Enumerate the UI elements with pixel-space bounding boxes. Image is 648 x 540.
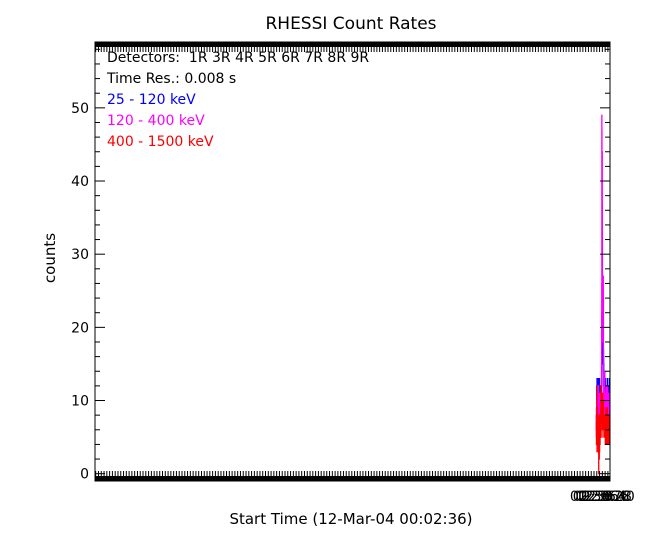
legend-entry-1: 120 - 400 keV bbox=[107, 113, 205, 129]
x-tick-label: 02:36.4 bbox=[573, 489, 627, 505]
y-tick-label: 10 bbox=[71, 394, 89, 410]
y-tick-label: 0 bbox=[80, 467, 89, 483]
x-tick-label: 02:36.8 bbox=[578, 489, 632, 505]
y-tick-label: 40 bbox=[71, 174, 89, 190]
time-res-annotation: Time Res.: 0.008 s bbox=[106, 71, 236, 87]
y-tick-label: 50 bbox=[71, 101, 89, 117]
y-tick-label: 30 bbox=[71, 247, 89, 263]
chart-title: RHESSI Count Rates bbox=[265, 14, 436, 34]
legend-entry-2: 400 - 1500 keV bbox=[107, 134, 214, 150]
x-tick-label: 02:36.6 bbox=[575, 489, 629, 505]
x-axis: 02:36.202:36.402:36.602:36.802:37.0 bbox=[94, 42, 635, 505]
series-layer bbox=[595, 114, 610, 475]
y-axis: 0 10 20 30 40 50 bbox=[71, 48, 610, 483]
y-axis-label: counts bbox=[41, 233, 59, 283]
legend: 25 - 120 keV 120 - 400 keV 400 - 1500 keV bbox=[107, 92, 214, 150]
y-tick-label: 20 bbox=[71, 320, 89, 336]
x-tick-label: 02:36.2 bbox=[570, 489, 624, 505]
detectors-annotation: Detectors: 1R 3R 4R 5R 6R 7R 8R 9R bbox=[107, 50, 369, 66]
x-axis-label: Start Time (12-Mar-04 00:02:36) bbox=[229, 510, 472, 528]
series-line-2 bbox=[595, 385, 610, 475]
x-tick-label: 02:37.0 bbox=[581, 489, 635, 505]
legend-entry-0: 25 - 120 keV bbox=[107, 92, 196, 108]
series-line-1 bbox=[595, 114, 610, 438]
